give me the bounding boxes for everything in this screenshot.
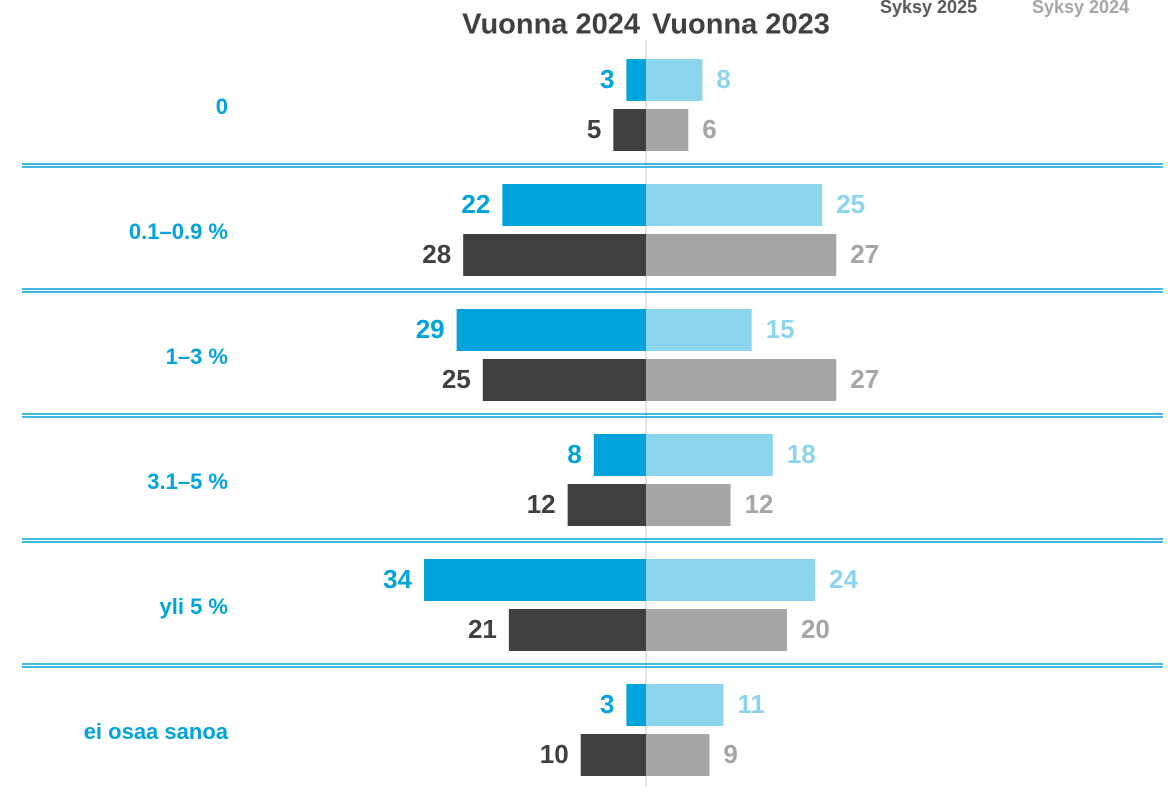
value-label: 8 <box>716 64 730 94</box>
value-label: 11 <box>738 689 766 719</box>
bar <box>646 359 837 401</box>
bar <box>567 484 646 526</box>
value-label: 12 <box>527 489 556 519</box>
category-label: 1–3 % <box>166 344 228 369</box>
bar <box>508 609 646 651</box>
value-label: 3 <box>600 64 614 94</box>
value-label: 22 <box>461 189 490 219</box>
value-label: 15 <box>766 314 795 344</box>
bar <box>613 109 646 151</box>
bar <box>424 559 646 601</box>
value-label: 10 <box>540 739 569 769</box>
panel-title: Vuonna 2023 <box>652 9 830 41</box>
value-label: 27 <box>850 364 879 394</box>
bar <box>646 109 689 151</box>
bar <box>646 184 823 226</box>
bar <box>502 184 646 226</box>
bar <box>646 609 787 651</box>
value-label: 9 <box>723 739 737 769</box>
bar <box>646 309 752 351</box>
legend-label: Syksy 2025 <box>880 0 977 17</box>
bar <box>646 59 703 101</box>
bar <box>646 559 816 601</box>
bar <box>593 434 646 476</box>
value-label: 27 <box>850 239 879 269</box>
bar <box>646 434 773 476</box>
value-label: 18 <box>787 439 816 469</box>
value-label: 25 <box>836 189 865 219</box>
value-label: 24 <box>829 564 858 594</box>
bar <box>646 484 731 526</box>
value-label: 12 <box>745 489 774 519</box>
bar <box>646 234 837 276</box>
legend-label: Syksy 2024 <box>1032 0 1129 17</box>
bar <box>626 59 646 101</box>
value-label: 8 <box>567 439 581 469</box>
category-label: 0.1–0.9 % <box>129 219 228 244</box>
value-label: 29 <box>416 314 445 344</box>
bar <box>456 309 646 351</box>
bar <box>646 734 710 776</box>
value-label: 20 <box>801 614 830 644</box>
panel-title: Vuonna 2024 <box>462 9 640 41</box>
bar <box>626 684 646 726</box>
category-label: ei osaa sanoa <box>84 719 229 744</box>
value-label: 3 <box>600 689 614 719</box>
value-label: 21 <box>468 614 497 644</box>
value-label: 28 <box>422 239 451 269</box>
bar <box>482 359 646 401</box>
bar <box>463 234 646 276</box>
category-label: 0 <box>216 94 228 119</box>
bar <box>580 734 646 776</box>
category-label: yli 5 % <box>160 594 228 619</box>
value-label: 5 <box>587 114 601 144</box>
value-label: 34 <box>383 564 412 594</box>
value-label: 25 <box>442 364 471 394</box>
category-label: 3.1–5 % <box>147 469 228 494</box>
bar <box>646 684 724 726</box>
value-label: 6 <box>702 114 716 144</box>
